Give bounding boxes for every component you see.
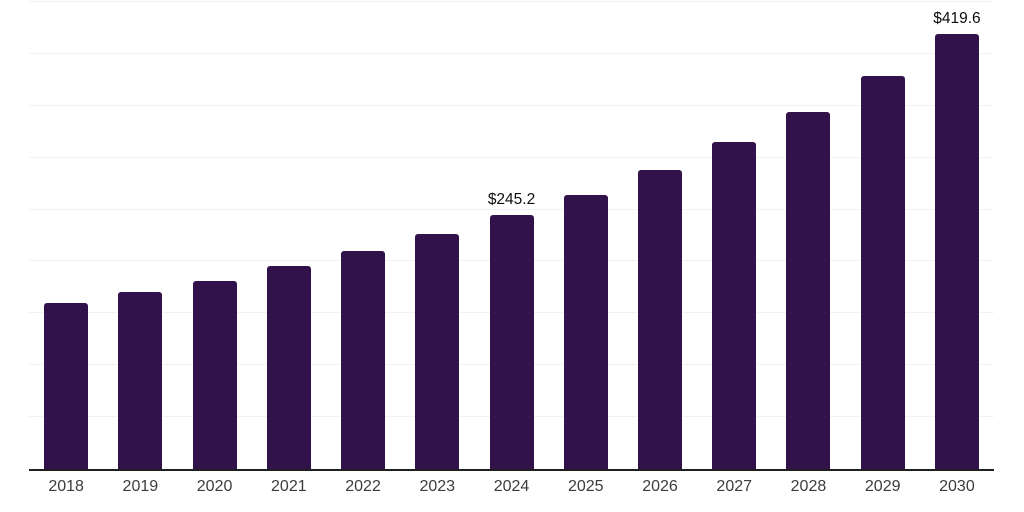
bar-2019 xyxy=(118,292,163,469)
bar-2023 xyxy=(415,234,460,469)
x-tick-label-2027: 2027 xyxy=(716,478,753,495)
bar-slot-2024: $245.2 xyxy=(474,2,548,469)
bar-slot-2023 xyxy=(400,2,474,469)
x-tick-label-2019: 2019 xyxy=(122,478,159,495)
x-tick-label-2030: 2030 xyxy=(939,478,975,495)
bar-slot-2027 xyxy=(697,2,771,469)
gridline-350 xyxy=(29,104,994,106)
bar-2027 xyxy=(712,142,757,469)
bar-slot-2021 xyxy=(252,2,326,469)
bar-slot-2025 xyxy=(549,2,623,469)
bars-container: $245.2 $419.6 xyxy=(29,2,994,469)
x-tick-label-2024: 2024 xyxy=(493,478,530,495)
x-axis: 2018 2019 2020 2021 2022 2023 2024 2025 2026 2027… xyxy=(29,478,994,496)
bar-slot-2019 xyxy=(103,2,177,469)
gridline-300 xyxy=(29,156,994,158)
gridline-250 xyxy=(29,208,994,210)
bar-slot-2020 xyxy=(177,2,251,469)
bar-2028 xyxy=(786,111,831,469)
bar-slot-2022 xyxy=(326,2,400,469)
x-tick-label-2022: 2022 xyxy=(345,478,381,495)
bar-value-label-2024: $245.2 xyxy=(487,190,536,208)
x-tick-label-2021: 2021 xyxy=(271,478,307,495)
bar-2030 xyxy=(934,33,979,469)
bar-2029 xyxy=(860,75,905,469)
gridline-400 xyxy=(29,52,994,54)
bar-2020 xyxy=(192,280,237,469)
bar-slot-2030: $419.6 xyxy=(920,2,994,469)
x-tick-label-2028: 2028 xyxy=(790,478,827,495)
x-tick-label-2020: 2020 xyxy=(196,478,233,495)
bar-2018 xyxy=(44,302,89,469)
bar-2025 xyxy=(563,194,608,469)
bar-slot-2018 xyxy=(29,2,103,469)
gridline-450 xyxy=(29,1,994,2)
x-tick-label-2025: 2025 xyxy=(567,478,604,495)
x-tick-label-2023: 2023 xyxy=(419,478,456,495)
bar-2026 xyxy=(637,170,682,469)
bar-2024 xyxy=(489,214,534,469)
x-tick-label-2018: 2018 xyxy=(48,478,84,495)
bar-slot-2026 xyxy=(623,2,697,469)
bar-slot-2029 xyxy=(846,2,920,469)
bar-value-label-2030: $419.6 xyxy=(933,9,981,27)
bar-2021 xyxy=(266,266,311,469)
bar-slot-2028 xyxy=(771,2,845,469)
plot-area: $245.2 $419.6 xyxy=(29,1,994,471)
x-tick-label-2026: 2026 xyxy=(642,478,678,495)
x-tick-label-2029: 2029 xyxy=(864,478,901,495)
bar-2022 xyxy=(341,251,386,469)
